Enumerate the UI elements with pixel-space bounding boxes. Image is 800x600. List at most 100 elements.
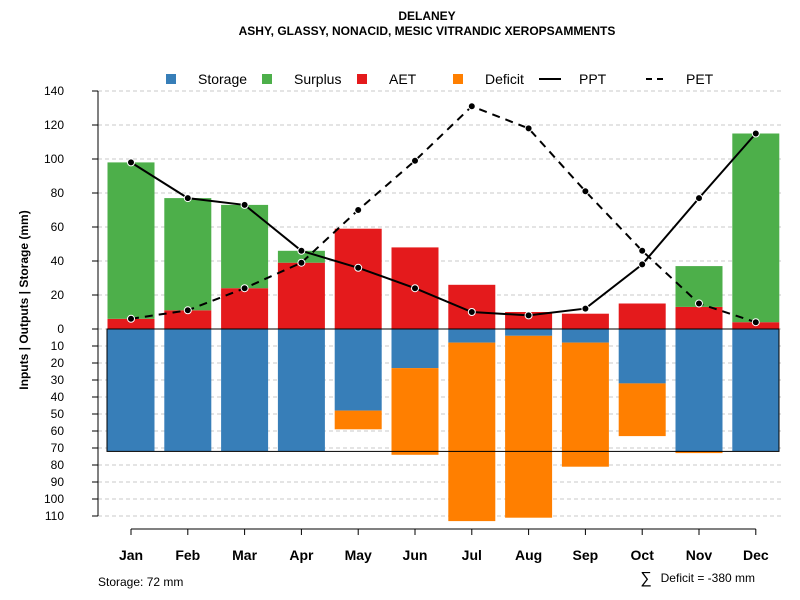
y-tick-label-top: 80 <box>51 186 65 200</box>
y-tick-label-top: 20 <box>51 288 65 302</box>
bar-deficit-nov <box>675 451 723 454</box>
point-pet-jun <box>411 156 419 165</box>
y-tick-label-bottom: 100 <box>44 492 64 506</box>
bar-deficit-jun <box>391 368 439 455</box>
point-pet-may <box>354 206 363 214</box>
y-tick-label-top: 140 <box>44 84 64 98</box>
y-tick-label-bottom: 20 <box>51 356 65 370</box>
point-pet-aug <box>524 124 533 133</box>
axes: 0 20 40 60 80 100 120 140 10 20 30 40 50 60 70 80 90 100 1… <box>44 84 769 563</box>
bar-storage-feb <box>164 329 212 452</box>
y-tick-label-bottom: 50 <box>51 407 65 421</box>
point-ppt-apr <box>297 246 306 255</box>
legend-swatch-deficit <box>453 74 463 84</box>
y-tick-label-top: 100 <box>44 152 64 166</box>
point-pet-feb <box>183 306 192 315</box>
y-tick-label-bottom: 10 <box>51 339 65 353</box>
point-ppt-feb <box>183 194 192 203</box>
point-pet-mar <box>240 284 249 293</box>
x-tick-label-feb: Feb <box>175 547 200 563</box>
bar-aet-jul <box>448 284 496 329</box>
x-tick-label-mar: Mar <box>232 547 257 563</box>
bar-surplus-feb <box>164 198 212 311</box>
y-tick-label-bottom: 30 <box>51 373 65 387</box>
y-tick-label-top: 60 <box>51 220 65 234</box>
point-ppt-jun <box>411 284 419 293</box>
point-pet-oct <box>638 246 647 255</box>
bar-storage-jul <box>448 329 496 343</box>
y-tick-label-bottom: 80 <box>51 458 65 472</box>
bars <box>106 133 780 522</box>
footnote-sum-symbol: ∑ <box>640 570 651 587</box>
bar-deficit-may <box>334 410 382 430</box>
point-ppt-oct <box>638 260 647 269</box>
grid-lines <box>98 90 783 517</box>
point-pet-jul <box>467 102 476 111</box>
point-pet-apr <box>297 258 306 267</box>
point-ppt-mar <box>240 200 249 209</box>
legend-swatch-surplus <box>262 74 272 84</box>
x-tick-label-jul: Jul <box>462 547 482 563</box>
legend-label-aet: AET <box>389 71 417 87</box>
x-tick-label-jun: Jun <box>403 547 428 563</box>
point-ppt-jan <box>127 158 135 167</box>
x-tick-label-jan: Jan <box>119 547 143 563</box>
bar-deficit-jul <box>448 342 496 522</box>
bar-storage-apr <box>277 329 325 452</box>
bar-aet-may <box>334 228 382 329</box>
x-tick-label-sep: Sep <box>573 547 599 563</box>
y-tick-label-bottom: 40 <box>51 390 65 404</box>
y-tick-label-bottom: 60 <box>51 424 65 438</box>
x-tick-label-aug: Aug <box>515 547 542 563</box>
point-pet-dec <box>751 318 760 327</box>
y-tick-label-top: 0 <box>57 322 64 336</box>
legend-label-pet: PET <box>686 71 714 87</box>
x-tick-label-dec: Dec <box>743 547 769 563</box>
x-tick-label-may: May <box>345 547 372 563</box>
legend-swatch-aet <box>357 74 367 84</box>
bar-surplus-apr <box>277 250 325 263</box>
legend-label-surplus: Surplus <box>294 71 341 87</box>
bar-aet-oct <box>618 303 666 329</box>
bar-aet-jan <box>107 318 155 329</box>
bar-storage-nov <box>675 329 723 452</box>
bar-storage-may <box>334 329 382 411</box>
point-ppt-may <box>354 263 363 272</box>
bar-deficit-aug <box>505 335 553 518</box>
bar-storage-sep <box>561 329 609 343</box>
bar-surplus-dec <box>732 133 780 323</box>
point-ppt-aug <box>524 311 533 320</box>
data-lines <box>127 102 760 327</box>
x-tick-label-oct: Oct <box>631 547 655 563</box>
bar-storage-mar <box>221 329 269 452</box>
bar-storage-aug <box>505 329 553 336</box>
chart-subtitle: ASHY, GLASSY, NONACID, MESIC VITRANDIC X… <box>239 24 616 38</box>
point-ppt-dec <box>751 129 760 138</box>
y-axis-label: Inputs | Outputs | Storage (mm) <box>17 210 31 389</box>
bar-aet-aug <box>505 312 553 329</box>
bar-aet-feb <box>164 310 212 329</box>
line-ppt <box>130 132 757 317</box>
y-tick-label-bottom: 110 <box>45 509 64 523</box>
point-ppt-jul <box>467 308 476 316</box>
bar-surplus-jan <box>107 162 155 319</box>
bar-deficit-sep <box>561 342 609 467</box>
point-pet-jan <box>127 314 135 323</box>
bar-storage-jan <box>107 329 155 452</box>
bar-storage-oct <box>618 329 666 384</box>
legend-swatch-storage <box>166 74 176 84</box>
x-tick-label-nov: Nov <box>686 547 713 563</box>
bar-storage-dec <box>732 329 780 452</box>
x-tick-label-apr: Apr <box>289 547 314 563</box>
bar-aet-nov <box>675 306 723 329</box>
footnote-deficit: Deficit = -380 mm <box>661 571 755 585</box>
point-ppt-nov <box>695 194 703 203</box>
legend-label-deficit: Deficit <box>485 71 524 87</box>
bar-deficit-oct <box>618 383 666 437</box>
y-tick-label-top: 40 <box>51 254 65 268</box>
y-tick-label-bottom: 70 <box>51 441 65 455</box>
point-ppt-sep <box>581 304 590 313</box>
point-pet-sep <box>581 187 590 196</box>
footnote-storage: Storage: 72 mm <box>98 575 183 589</box>
